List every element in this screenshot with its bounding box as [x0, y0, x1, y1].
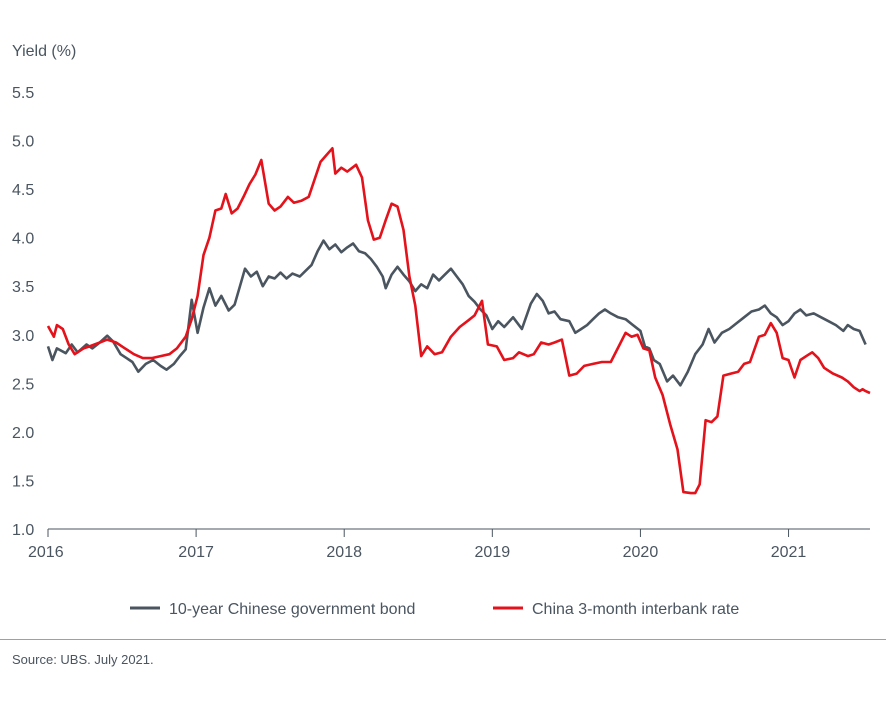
gov-bond-line	[46, 239, 867, 387]
y-tick-label: 5.5	[12, 85, 34, 102]
y-axis-label: Yield (%)	[12, 43, 76, 60]
x-tick-label: 2019	[475, 544, 511, 561]
y-tick-label: 3.5	[12, 279, 34, 296]
y-tick-label: 2.5	[12, 376, 34, 393]
y-tick-label: 4.0	[12, 231, 34, 248]
x-tick-label: 2018	[326, 544, 362, 561]
y-tick-label: 1.0	[12, 522, 34, 539]
line-chart: Yield (%) 1.0 1.5 2.0 2.5 3.0 3.5 4.0 4.5 5.0 5.5…	[12, 43, 871, 618]
x-tick-label: 2020	[623, 544, 659, 561]
legend-label-interbank: China 3-month interbank rate	[532, 601, 739, 618]
legend: 10-year Chinese government bond China 3-…	[130, 601, 739, 618]
interbank-rate-line	[46, 147, 871, 495]
x-tick-label: 2016	[28, 544, 64, 561]
y-tick-label: 4.5	[12, 182, 34, 199]
x-tick-label: 2017	[178, 544, 214, 561]
x-ticks: 2016 2017 2018 2019 2020 2021	[28, 529, 806, 561]
legend-label-gov-bond: 10-year Chinese government bond	[169, 601, 415, 618]
y-tick-labels: 1.0 1.5 2.0 2.5 3.0 3.5 4.0 4.5 5.0 5.5	[12, 85, 34, 539]
x-tick-label: 2021	[771, 544, 807, 561]
series-lines	[46, 147, 871, 495]
y-tick-label: 5.0	[12, 134, 34, 151]
y-tick-label: 1.5	[12, 473, 34, 490]
footer-divider	[0, 639, 886, 640]
source-note: Source: UBS. July 2021.	[12, 652, 154, 667]
y-axis: Yield (%)	[12, 43, 76, 60]
y-tick-label: 2.0	[12, 425, 34, 442]
y-tick-label: 3.0	[12, 328, 34, 345]
